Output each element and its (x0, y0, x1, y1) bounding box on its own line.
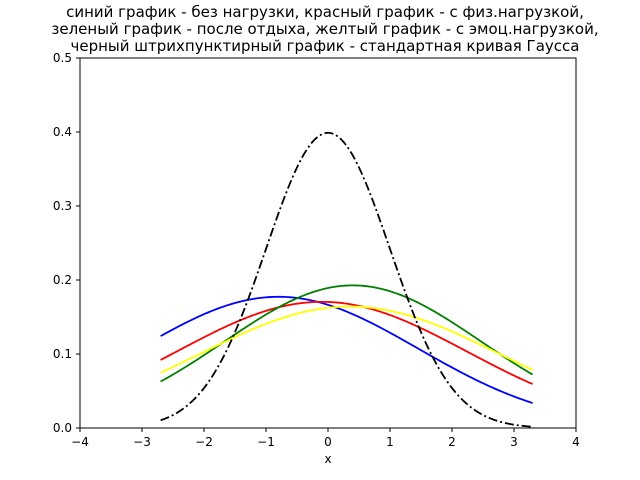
y-tick-label: 0.0 (53, 421, 72, 435)
title-line-1: синий график - без нагрузки, красный гра… (66, 3, 584, 21)
series-layer (160, 131, 534, 428)
y-tick-label: 0.3 (53, 199, 72, 213)
series-line-1 (160, 295, 533, 404)
y-tick-label: 0.4 (53, 125, 72, 139)
y-tick-label: 0.5 (53, 51, 72, 65)
chart-title: синий график - без нагрузки, красный гра… (51, 3, 598, 55)
x-tick-label: −4 (71, 435, 89, 449)
x-tick-label: 2 (448, 435, 456, 449)
x-tick-label: 0 (324, 435, 332, 449)
series-line-4 (160, 305, 533, 374)
x-tick-label: 1 (386, 435, 394, 449)
x-tick-label: −1 (257, 435, 275, 449)
plot-frame (79, 57, 577, 429)
x-axis-label: x (324, 452, 331, 466)
x-tick-label: −2 (195, 435, 213, 449)
series-line-3 (160, 284, 534, 383)
series-line-5 (160, 131, 533, 428)
y-tick-label: 0.2 (53, 273, 72, 287)
series-line-2 (160, 300, 533, 385)
y-axis: 0.0 0.1 0.2 0.3 0.4 0.5 (53, 51, 80, 435)
title-line-3: черный штрихпунктирный график - стандарт… (71, 37, 580, 55)
x-tick-label: 3 (510, 435, 518, 449)
y-tick-label: 0.1 (53, 347, 72, 361)
x-axis: −4 −3 −2 −1 0 1 2 3 4 (71, 428, 580, 449)
title-line-2: зеленый график - после отдыха, желтый гр… (51, 20, 598, 38)
x-tick-label: −3 (133, 435, 151, 449)
x-tick-label: 4 (572, 435, 580, 449)
